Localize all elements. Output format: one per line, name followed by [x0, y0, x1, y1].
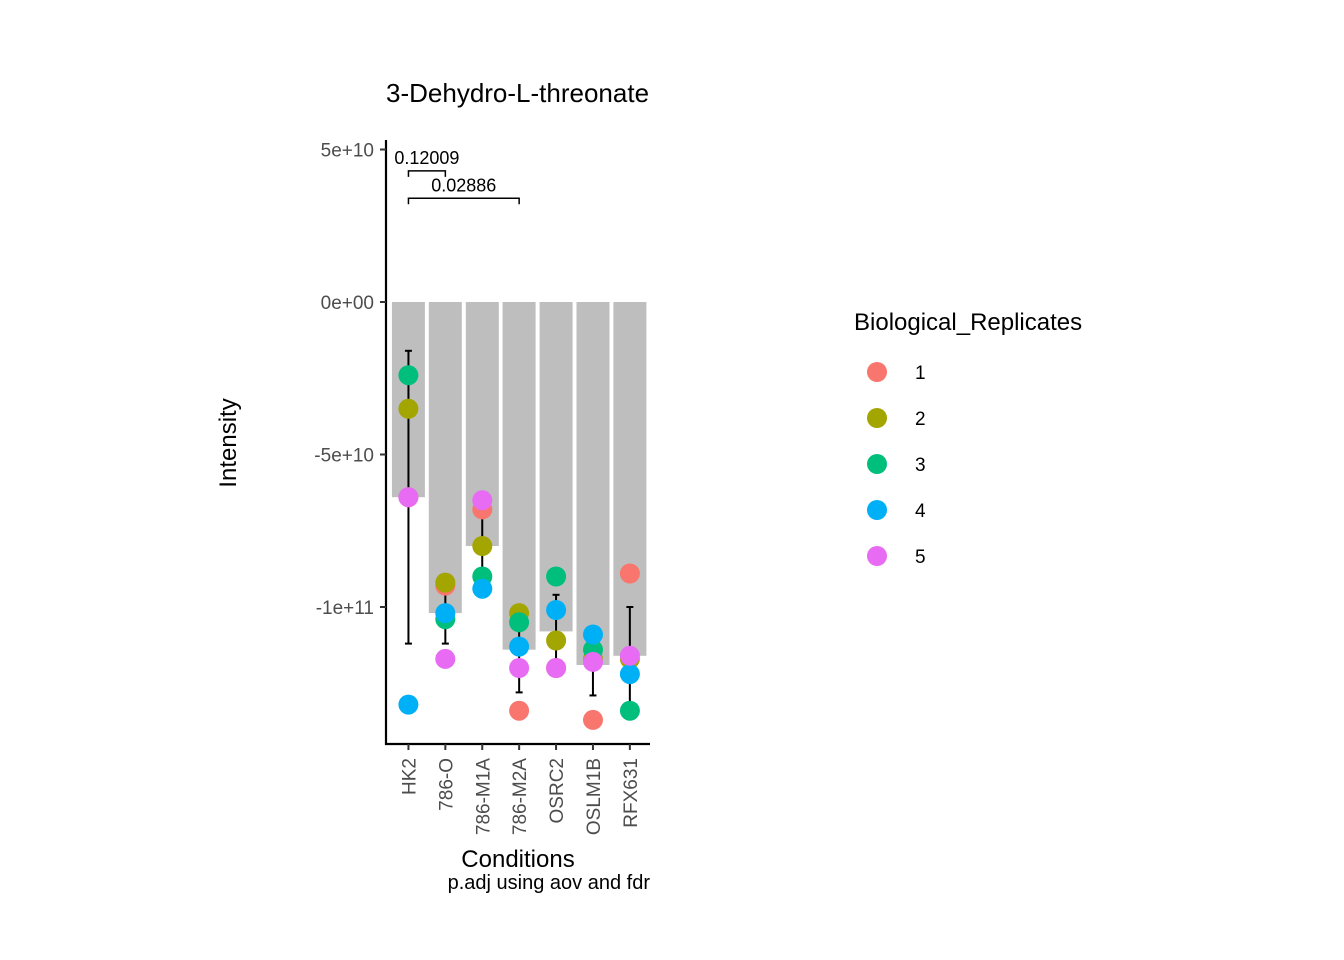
legend-item-4: 4: [867, 500, 926, 522]
point-rep2-OSRC2: [546, 630, 567, 651]
significance-bracket-2: 0.02886: [407, 175, 520, 205]
legend-label: 4: [915, 501, 926, 522]
legend-label: 5: [915, 547, 926, 568]
legend-key: [867, 454, 887, 474]
legend-label: 2: [915, 409, 926, 430]
point-rep3-786-M2A: [509, 612, 530, 633]
point-rep2-HK2: [398, 398, 419, 419]
legend-item-2: 2: [867, 408, 926, 430]
point-rep2-786-O: [435, 572, 456, 593]
point-rep1-RFX631: [619, 563, 640, 584]
x-tick-label-786-M2A: 786-M2A: [510, 758, 531, 835]
legend-key: [867, 362, 887, 382]
point-rep5-HK2: [398, 487, 419, 508]
point-rep3-OSRC2: [546, 566, 567, 587]
point-rep4-RFX631: [619, 664, 640, 685]
point-rep5-RFX631: [619, 645, 640, 666]
point-rep4-OSLM1B: [583, 624, 603, 645]
point-rep5-OSRC2: [546, 658, 567, 678]
x-tick-label-RFX631: RFX631: [621, 758, 642, 828]
point-rep5-786-M2A: [509, 658, 530, 678]
x-tick-label-786-O: 786-O: [436, 758, 457, 811]
legend-label: 3: [915, 455, 926, 476]
bar-OSLM1B: [576, 302, 610, 665]
legend-label: 1: [915, 363, 926, 384]
point-rep1-OSLM1B: [583, 709, 603, 730]
legend: Biological_Replicates 1 2 3 4 5: [854, 309, 1082, 568]
point-rep4-786-O: [435, 603, 456, 624]
y-tick-label: -5e+10: [314, 446, 374, 467]
point-rep4-786-M1A: [472, 578, 493, 599]
legend-key: [867, 546, 887, 566]
point-rep5-786-M1A: [472, 490, 493, 511]
x-tick-label-OSLM1B: OSLM1B: [584, 758, 605, 835]
point-rep1-786-M2A: [509, 700, 530, 721]
x-tick-label-HK2: HK2: [399, 758, 420, 795]
caption: p.adj using aov and fdr: [448, 872, 651, 894]
x-tick-label-786-M1A: 786-M1A: [473, 758, 494, 835]
significance-layer: 0.12009 0.02886: [394, 148, 520, 205]
y-axis-title: Intensity: [215, 398, 242, 487]
p-value-label: 0.12009: [394, 148, 459, 168]
legend-key: [867, 500, 887, 520]
legend-item-3: 3: [867, 454, 926, 476]
points-layer: [398, 365, 640, 730]
x-tick-label-OSRC2: OSRC2: [547, 758, 568, 823]
p-value-label: 0.02886: [431, 175, 496, 195]
point-rep4-OSRC2: [546, 600, 567, 620]
legend-item-1: 1: [867, 362, 926, 384]
y-tick-label: -1e+11: [316, 598, 374, 619]
point-rep3-HK2: [398, 365, 419, 386]
y-tick-label: 0e+00: [321, 293, 374, 314]
point-rep5-OSLM1B: [583, 651, 603, 672]
axes-layer: 5e+10 0e+00 -5e+10 -1e+11 HK2 786-O 786-M1A 786…: [314, 140, 650, 835]
point-rep5-786-O: [435, 648, 456, 669]
chart-title: 3-Dehydro-L-threonate: [386, 78, 649, 108]
bar-786-M2A: [502, 302, 536, 650]
point-rep3-RFX631: [619, 700, 640, 721]
bar-786-O: [428, 302, 462, 614]
point-rep2-786-M1A: [472, 536, 493, 556]
legend-item-5: 5: [867, 546, 926, 568]
legend-items: 1 2 3 4 5: [867, 362, 926, 568]
x-axis-title: Conditions: [461, 846, 574, 873]
point-rep4-HK2: [398, 694, 419, 715]
y-tick-label: 5e+10: [321, 141, 374, 162]
legend-key: [867, 408, 887, 428]
significance-bracket-1: 0.12009: [394, 148, 459, 177]
point-rep4-786-M2A: [509, 636, 530, 657]
bar-RFX631: [613, 302, 647, 656]
legend-title: Biological_Replicates: [854, 309, 1082, 336]
